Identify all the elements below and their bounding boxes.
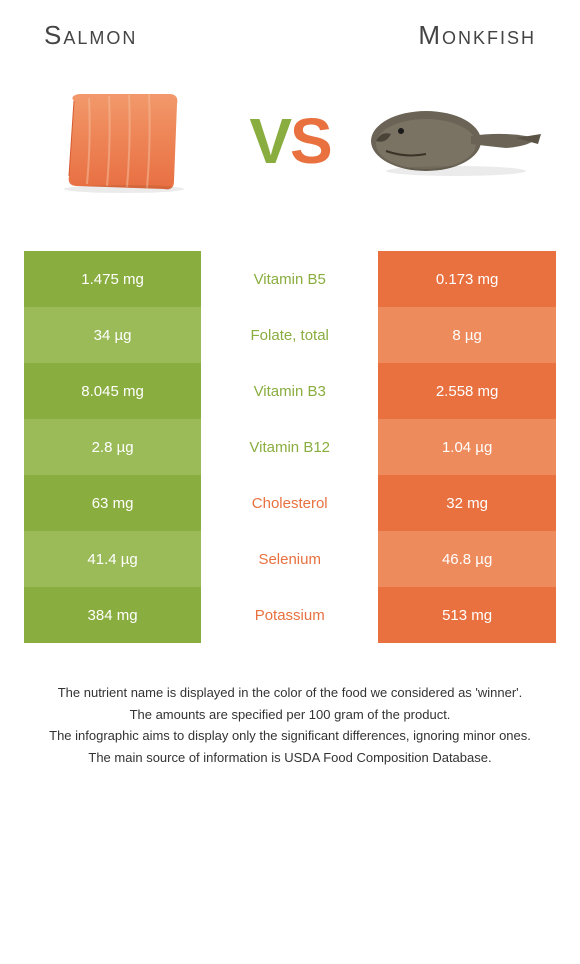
right-value: 2.558 mg [378,363,556,419]
nutrient-table: 1.475 mgVitamin B50.173 mg34 µgFolate, t… [24,251,556,643]
right-value: 32 mg [378,475,556,531]
footer-line-1: The nutrient name is displayed in the co… [34,683,546,703]
monkfish-image [366,81,546,201]
right-value: 513 mg [378,587,556,643]
table-row: 63 mgCholesterol32 mg [24,475,556,531]
left-value: 384 mg [24,587,201,643]
images-row: VS [24,81,556,201]
left-value: 2.8 µg [24,419,201,475]
table-row: 41.4 µgSelenium46.8 µg [24,531,556,587]
table-row: 8.045 mgVitamin B32.558 mg [24,363,556,419]
nutrient-label: Potassium [201,587,378,643]
left-value: 34 µg [24,307,201,363]
footer-line-3: The infographic aims to display only the… [34,726,546,746]
left-value: 1.475 mg [24,251,201,307]
nutrient-label: Vitamin B5 [201,251,378,307]
table-row: 2.8 µgVitamin B121.04 µg [24,419,556,475]
nutrient-label: Vitamin B12 [201,419,378,475]
footer-line-4: The main source of information is USDA F… [34,748,546,768]
vs-s: S [290,105,331,177]
footer-notes: The nutrient name is displayed in the co… [24,683,556,767]
left-food-title: Salmon [44,20,137,51]
vs-v: V [249,105,290,177]
right-value: 46.8 µg [378,531,556,587]
table-row: 384 mgPotassium513 mg [24,587,556,643]
salmon-image [34,81,214,201]
left-value: 41.4 µg [24,531,201,587]
nutrient-label: Cholesterol [201,475,378,531]
nutrient-label: Vitamin B3 [201,363,378,419]
table-row: 1.475 mgVitamin B50.173 mg [24,251,556,307]
right-food-title: Monkfish [418,20,536,51]
left-value: 63 mg [24,475,201,531]
right-value: 1.04 µg [378,419,556,475]
vs-label: VS [249,104,330,178]
right-value: 8 µg [378,307,556,363]
left-value: 8.045 mg [24,363,201,419]
nutrient-label: Folate, total [201,307,378,363]
nutrient-label: Selenium [201,531,378,587]
table-row: 34 µgFolate, total8 µg [24,307,556,363]
header: Salmon Monkfish [24,20,556,51]
right-value: 0.173 mg [378,251,556,307]
footer-line-2: The amounts are specified per 100 gram o… [34,705,546,725]
